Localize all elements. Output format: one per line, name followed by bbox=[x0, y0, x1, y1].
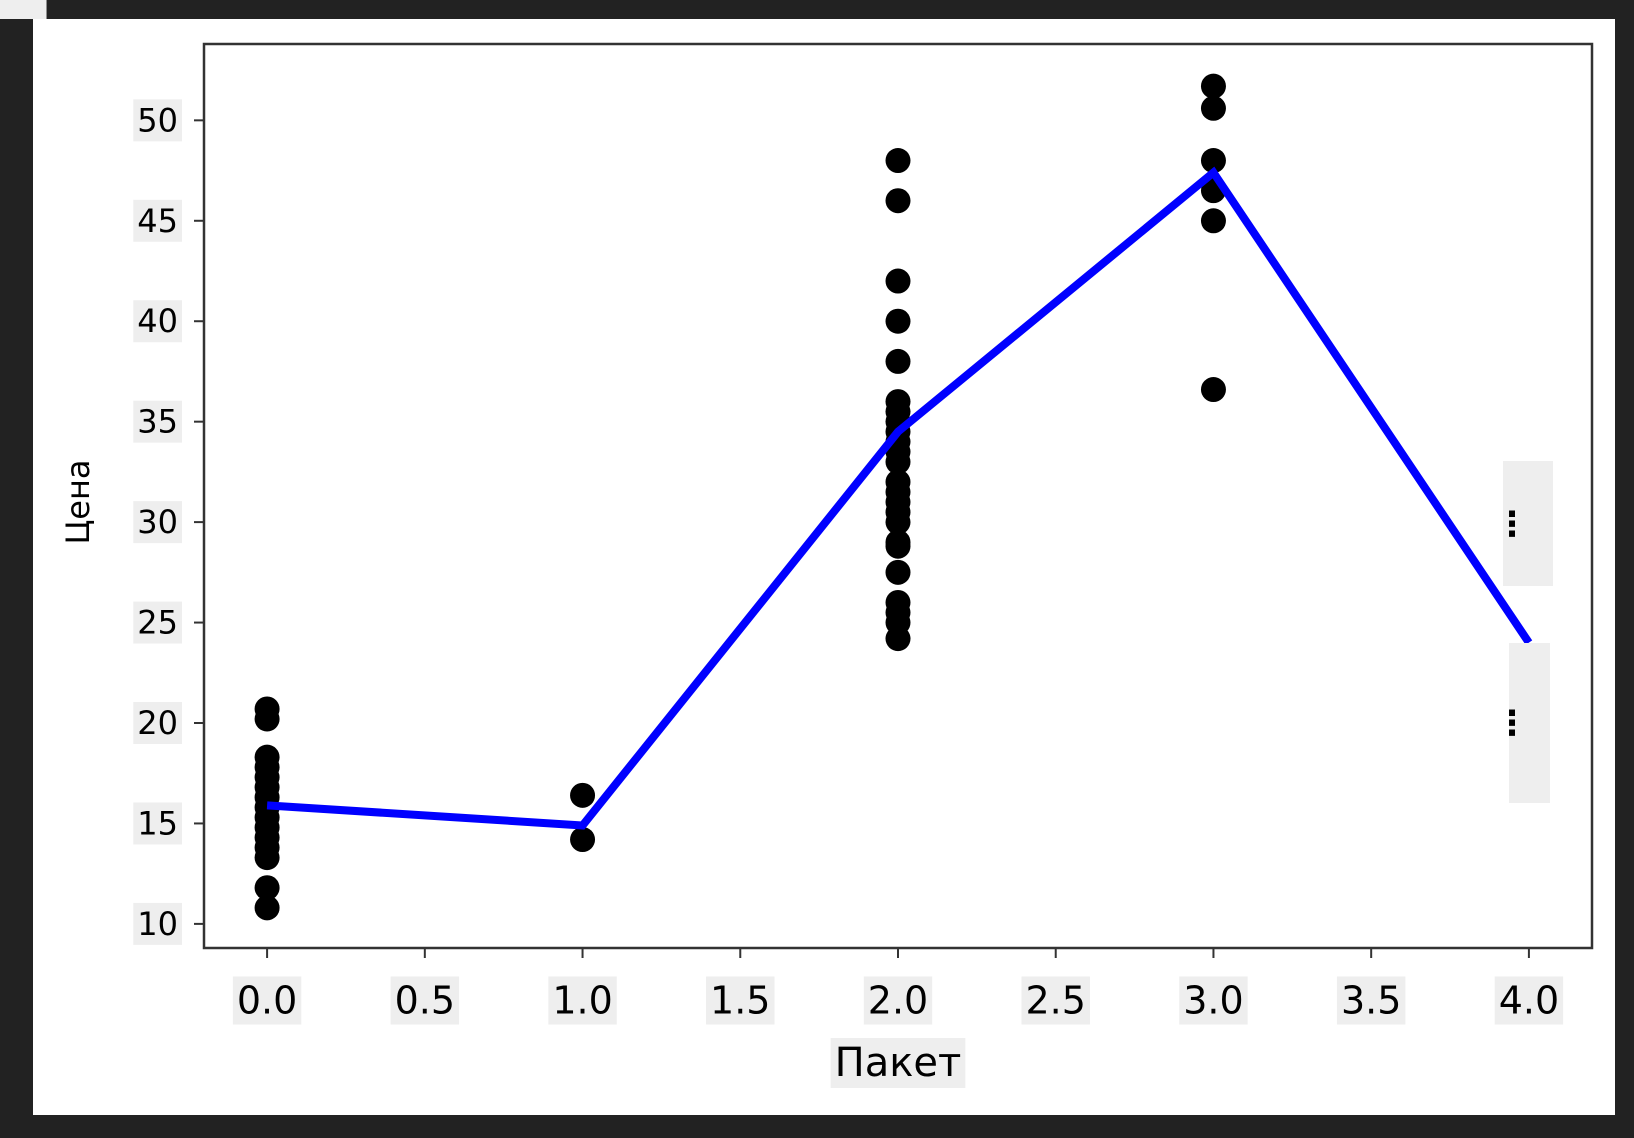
scatter-point bbox=[885, 449, 911, 475]
scatter-point bbox=[885, 509, 911, 535]
label-backdrop bbox=[1336, 976, 1406, 1025]
x-tick-label: 0.0 bbox=[237, 979, 297, 1023]
axes-frame bbox=[202, 42, 1594, 950]
x-tick-label: 1.5 bbox=[710, 979, 770, 1023]
label-backdrop bbox=[863, 976, 933, 1025]
scatter-point bbox=[254, 895, 280, 921]
x-tick-label: 3.5 bbox=[1341, 979, 1401, 1023]
scatter-point bbox=[1200, 377, 1226, 403]
scatter-point bbox=[1200, 208, 1226, 234]
overlay-box bbox=[1509, 643, 1550, 803]
scatter-point bbox=[570, 827, 596, 853]
x-axis-label: Пакет bbox=[835, 1040, 962, 1086]
y-tick-label: 10 bbox=[137, 905, 178, 943]
y-tick-label: 30 bbox=[137, 503, 178, 541]
y-tick-label: 20 bbox=[137, 704, 178, 742]
x-tick-label: 2.0 bbox=[868, 979, 928, 1023]
y-tick-label: 35 bbox=[137, 403, 178, 441]
label-backdrop bbox=[133, 802, 182, 845]
y-tick-label: 15 bbox=[137, 804, 178, 842]
label-backdrop bbox=[133, 601, 182, 644]
scatter-point bbox=[254, 845, 280, 871]
label-backdrop bbox=[1494, 976, 1564, 1025]
scatter-point bbox=[885, 348, 911, 374]
scatter-point bbox=[1200, 95, 1226, 121]
scatter-point bbox=[254, 706, 280, 732]
y-axis-label: Цена bbox=[59, 459, 97, 544]
label-backdrop bbox=[548, 976, 617, 1025]
label-backdrop bbox=[232, 976, 302, 1025]
scatter-point bbox=[885, 559, 911, 585]
x-tick-label: 4.0 bbox=[1499, 979, 1559, 1023]
scatter-point bbox=[570, 782, 596, 808]
x-tick-label: 1.0 bbox=[552, 979, 612, 1023]
label-backdrop bbox=[133, 199, 182, 242]
label-backdrop bbox=[133, 99, 182, 142]
panel bbox=[33, 19, 1615, 1115]
scatter-point bbox=[1200, 148, 1226, 174]
x-tick-label: 0.5 bbox=[395, 979, 455, 1023]
y-tick-label: 25 bbox=[137, 604, 178, 642]
label-backdrop bbox=[133, 300, 182, 343]
label-backdrop bbox=[133, 400, 182, 443]
scatter-point bbox=[885, 188, 911, 214]
label-backdrop bbox=[830, 1038, 966, 1088]
scatter-point bbox=[885, 308, 911, 334]
overlay-icon[interactable]: ⋮ bbox=[1495, 505, 1529, 545]
x-tick-label: 2.5 bbox=[1026, 979, 1086, 1023]
scatter-point bbox=[1200, 73, 1226, 99]
y-tick-label: 50 bbox=[137, 101, 178, 139]
line bbox=[266, 166, 1533, 830]
scatter-point bbox=[254, 875, 280, 901]
scatter-point bbox=[885, 533, 911, 559]
label-backdrop bbox=[133, 702, 182, 745]
scatter-point bbox=[885, 268, 911, 294]
x-tick-label: 3.0 bbox=[1183, 979, 1243, 1023]
y-tick-label: 45 bbox=[137, 202, 178, 240]
scatter-point bbox=[885, 626, 911, 652]
label-backdrop bbox=[133, 501, 182, 544]
overlay-box bbox=[1503, 461, 1553, 586]
label-backdrop bbox=[1179, 976, 1248, 1025]
y-tick-label: 40 bbox=[137, 302, 178, 340]
scatter-point bbox=[885, 148, 911, 174]
label-backdrop bbox=[0, 0, 47, 19]
label-backdrop bbox=[133, 902, 182, 945]
overlay-icon[interactable]: ⋮ bbox=[1495, 704, 1529, 744]
label-backdrop bbox=[706, 976, 775, 1025]
label-backdrop bbox=[390, 976, 460, 1025]
label-backdrop bbox=[1021, 976, 1090, 1025]
